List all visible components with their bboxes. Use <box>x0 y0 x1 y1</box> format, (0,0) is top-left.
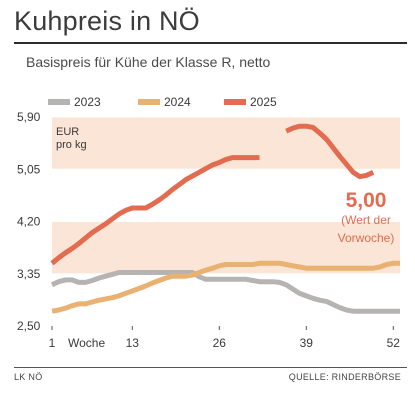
footer-left: LK NÖ <box>14 372 43 382</box>
y-axis-label-per: pro kg <box>56 139 87 151</box>
annotation-layer: 5,00(Wert der Vorwoche) <box>338 189 395 245</box>
y-tick-label: 2,50 <box>17 319 41 333</box>
legend-layer: 2023 2024 2025 <box>48 95 277 109</box>
legend-label-2023: 2023 <box>74 95 101 109</box>
legend-swatch-2024 <box>138 99 160 105</box>
y-tick-label: 5,05 <box>17 162 41 176</box>
x-tick-label: 1 <box>49 336 56 350</box>
y-tick-label: 5,90 <box>17 110 41 124</box>
series-line-2025 <box>50 123 375 266</box>
legend-swatch-2025 <box>224 99 246 105</box>
footer-rule <box>14 367 407 368</box>
legend-swatch-2023 <box>48 99 70 105</box>
x-axis-label: Woche <box>68 336 105 350</box>
x-ticks-layer: 1 13 26 39 52 Woche <box>49 326 401 350</box>
legend-label-2024: 2024 <box>164 95 191 109</box>
chart-title: Kuhpreis in NÖ <box>14 6 200 36</box>
annotation-note-line1: (Wert der <box>341 213 391 227</box>
series-line-2023 <box>50 270 400 314</box>
x-tick-label: 26 <box>213 336 227 350</box>
series-layer <box>50 123 400 314</box>
y-tick-label: 4,20 <box>17 215 41 229</box>
chart-subtitle: Basispreis für Kühe der Klasse R, netto <box>26 54 271 70</box>
x-tick-label: 52 <box>387 336 401 350</box>
x-tick-label: 39 <box>300 336 314 350</box>
series-line-2024 <box>51 260 400 314</box>
x-tick-label: 13 <box>126 336 140 350</box>
y-tick-label: 3,35 <box>17 267 41 281</box>
legend-label-2025: 2025 <box>250 95 277 109</box>
title-rule <box>14 42 407 44</box>
y-axis-label-unit: EUR <box>56 126 79 138</box>
annotation-value: 5,00 <box>346 189 387 212</box>
footer-right: QUELLE: RINDERBÖRSE <box>288 372 401 382</box>
annotation-note-line2: Vorwoche) <box>338 231 395 245</box>
